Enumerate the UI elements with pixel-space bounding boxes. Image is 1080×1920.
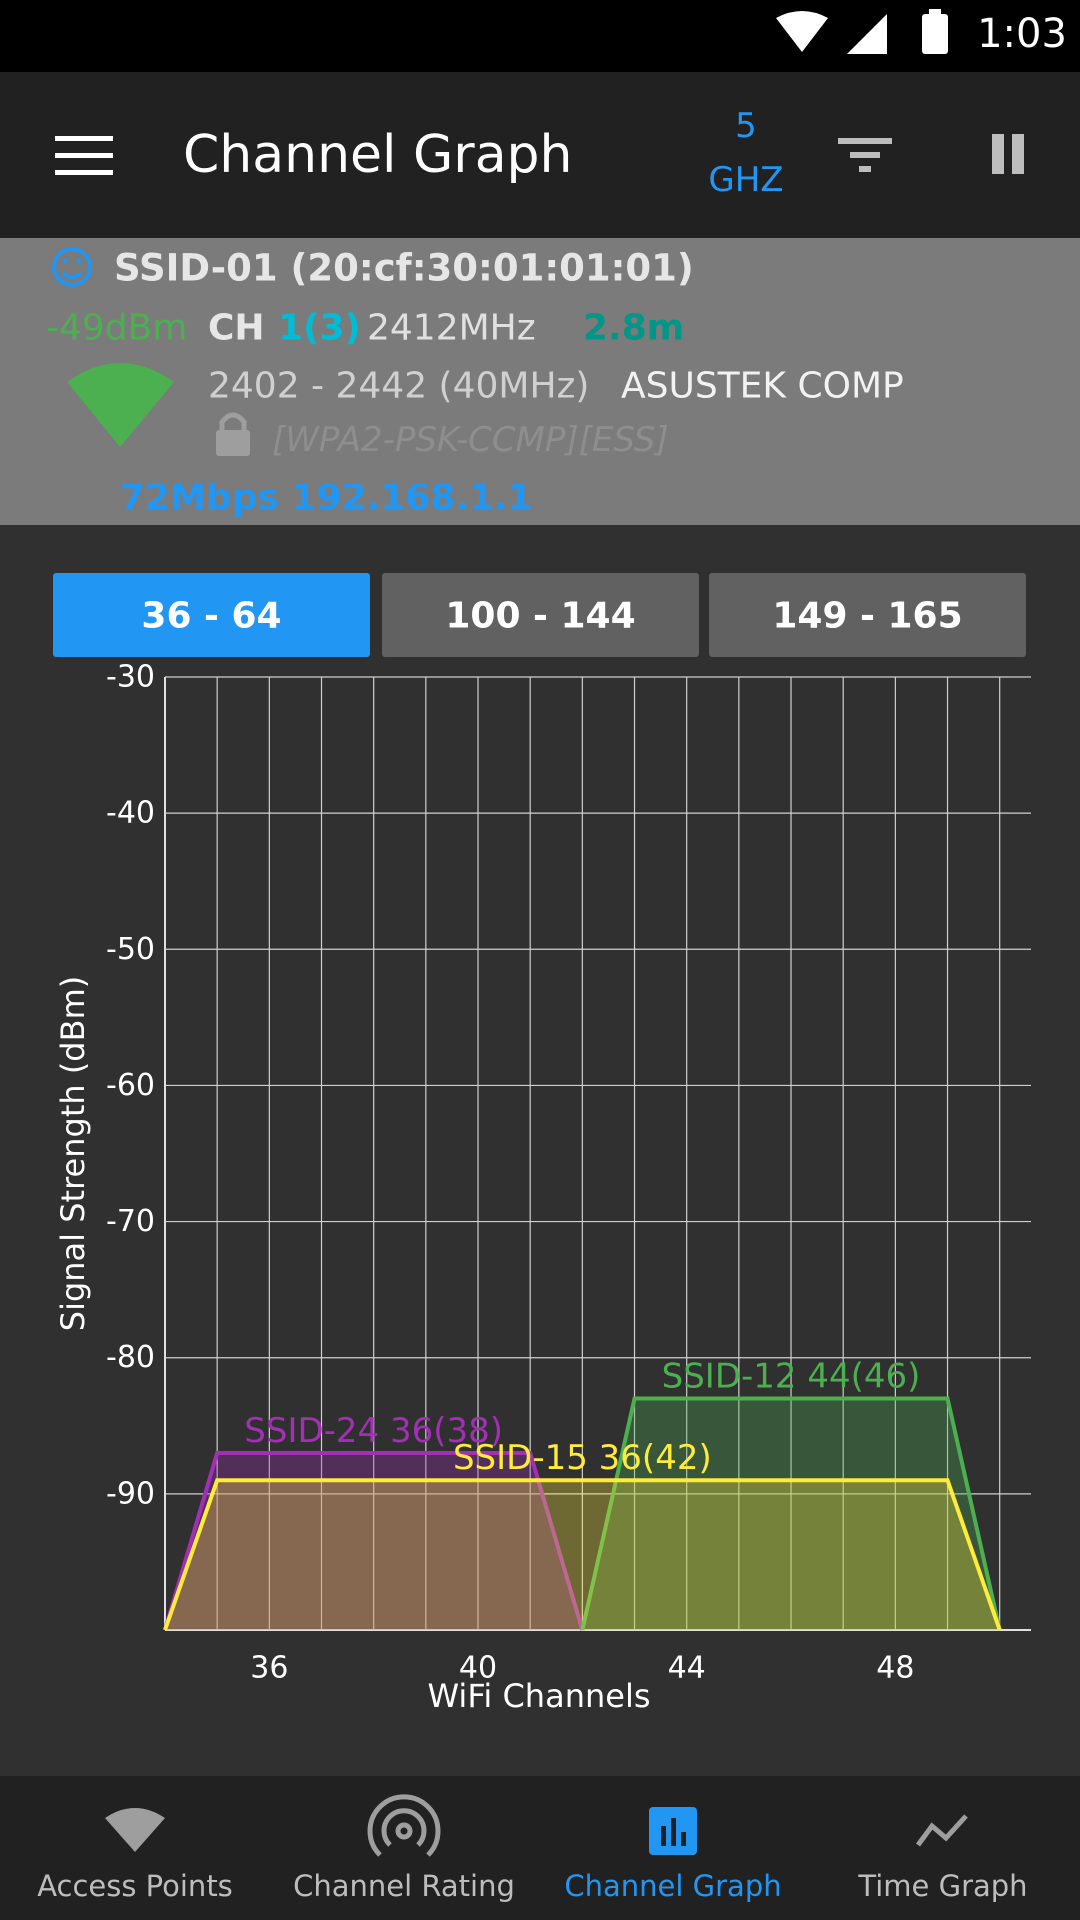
series-label: SSID-24 36(38) — [244, 1411, 503, 1451]
connection-panel — [0, 238, 1080, 525]
y-tick-label: -90 — [106, 1476, 155, 1511]
nav-label[interactable]: Channel Graph — [564, 1869, 781, 1903]
bottom-nav — [0, 1776, 1080, 1920]
channel-graph-icon-bars — [661, 1818, 686, 1846]
face-eye — [62, 258, 68, 264]
series-area — [165, 1453, 583, 1630]
wifi-signal-icon — [67, 363, 174, 447]
x-tick-label: 48 — [876, 1651, 914, 1686]
status-time: 1:03 — [977, 11, 1067, 57]
wifi-status-icon — [776, 11, 828, 52]
vendor: ASUSTEK COMP — [621, 366, 904, 407]
tab-label[interactable]: 100 - 144 — [445, 596, 635, 637]
tab-label[interactable]: 36 - 64 — [141, 596, 281, 637]
nav-items: Access Points Channel Rating Channel Graph… — [37, 1869, 1027, 1903]
channel: 1(3) — [278, 308, 361, 349]
toolbar — [0, 72, 1080, 238]
series-area — [582, 1398, 1000, 1630]
tab[interactable] — [53, 573, 370, 657]
y-tick-label: -80 — [106, 1340, 155, 1375]
x-tick-label: 40 — [459, 1651, 497, 1686]
menu-button[interactable] — [55, 136, 113, 175]
range: 2402 - 2442 (40MHz) — [208, 366, 589, 407]
battery-icon — [922, 14, 948, 54]
y-tick-label: -50 — [106, 932, 155, 967]
nav-label[interactable]: Access Points — [37, 1869, 233, 1903]
nav-label[interactable]: Time Graph — [857, 1869, 1027, 1903]
y-tick-label: -40 — [106, 796, 155, 831]
tab[interactable] — [382, 573, 699, 657]
battery-tip — [929, 9, 941, 15]
tab[interactable] — [709, 573, 1026, 657]
y-tick-label: -70 — [106, 1204, 155, 1239]
nav-label[interactable]: Channel Rating — [293, 1869, 515, 1903]
channel-rating-icon — [367, 1794, 441, 1857]
series-line — [163, 1478, 1002, 1631]
face-eye — [76, 258, 82, 264]
status-bar — [0, 0, 1080, 72]
distance: 2.8m — [583, 308, 684, 349]
speed-ip: 72Mbps 192.168.1.1 — [120, 478, 533, 519]
cell-status-icon — [847, 14, 887, 54]
channel-chart: -30 -40 -50 -60 -70 -80 -90 36 40 44 48 WiFi Channe… — [54, 660, 1031, 1715]
security: [WPA2-PSK-CCMP][ESS] — [272, 420, 669, 460]
y-tick-label: -30 — [106, 660, 155, 695]
toolbar-title: Channel Graph — [183, 125, 573, 185]
series-label: SSID-15 36(42) — [453, 1438, 712, 1478]
series-line — [580, 1396, 1002, 1631]
band-unit[interactable]: GHZ — [708, 160, 783, 200]
lock-shackle — [219, 412, 247, 430]
time-graph-icon — [915, 1814, 968, 1847]
series-area — [165, 1480, 1000, 1630]
series-label: SSID-12 44(46) — [662, 1357, 921, 1397]
x-tick-label: 44 — [668, 1651, 706, 1686]
ssid: SSID-01 (20:cf:30:01:01:01) — [114, 247, 694, 290]
frequency: 2412MHz — [367, 308, 536, 349]
series-line — [163, 1451, 585, 1631]
band-value[interactable]: 5 — [735, 106, 757, 146]
channel-label: CH — [208, 308, 265, 349]
x-tick-label: 36 — [250, 1651, 288, 1686]
y-axis-label: Signal Strength (dBm) — [54, 976, 92, 1331]
tab-label[interactable]: 149 - 165 — [772, 596, 962, 637]
access-points-icon — [105, 1808, 165, 1852]
tabs: 36 - 64 100 - 144 149 - 165 — [53, 573, 1026, 657]
filter-button[interactable] — [838, 138, 892, 172]
signal: -49dBm — [46, 308, 187, 349]
status-face-icon — [52, 247, 92, 287]
pause-button[interactable] — [992, 134, 1024, 174]
x-axis-label: WiFi Channels — [427, 1677, 650, 1715]
lock-icon — [216, 430, 250, 456]
y-tick-label: -60 — [106, 1068, 155, 1103]
